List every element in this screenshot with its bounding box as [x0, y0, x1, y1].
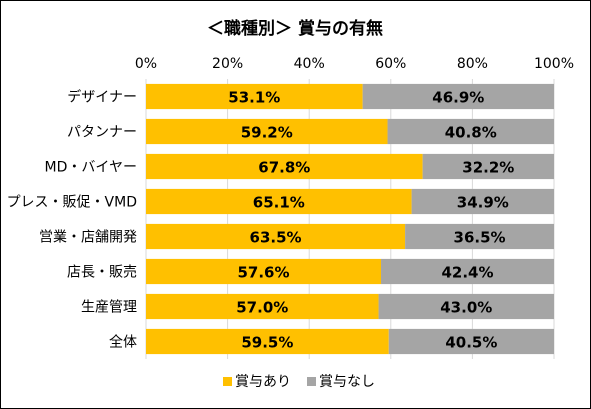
data-label: 43.0%	[440, 299, 492, 317]
bar-segment	[405, 223, 554, 250]
legend-swatch	[307, 377, 316, 386]
bar-segment	[146, 258, 382, 285]
data-label: 46.9%	[432, 89, 484, 107]
legend-label: 賞与なし	[319, 374, 375, 390]
data-label: 40.8%	[445, 124, 497, 142]
bar-segment	[387, 118, 554, 145]
data-label: 42.4%	[441, 264, 493, 282]
category-label: プレス・販促・VMD	[7, 195, 137, 211]
data-label: 40.5%	[445, 334, 497, 352]
x-tick-label: 60%	[375, 56, 406, 72]
x-tick-labels: 0% 20% 40% 60% 80% 100%	[135, 56, 574, 72]
data-label: 63.5%	[250, 229, 302, 247]
bar-segment	[146, 153, 423, 180]
category-label: デザイナー	[67, 89, 137, 106]
data-label: 34.9%	[457, 194, 509, 212]
bar-segment	[381, 258, 554, 285]
bar-segment	[146, 83, 363, 110]
bar-segment	[146, 118, 388, 145]
category-label: 店長・販売	[67, 265, 137, 281]
legend-swatch	[223, 377, 232, 386]
data-label: 32.2%	[462, 159, 514, 177]
bar-segment	[411, 188, 554, 215]
x-tick-label: 0%	[135, 56, 157, 72]
bars	[146, 83, 554, 355]
x-tick-label: 20%	[212, 56, 243, 72]
bar-segment	[362, 83, 554, 110]
category-label: 全体	[109, 334, 137, 351]
data-label: 57.6%	[237, 264, 289, 282]
category-label: パタンナー	[67, 125, 137, 141]
legend-label: 賞与あり	[235, 374, 291, 390]
category-label: MD・バイヤー	[45, 160, 137, 176]
bar-segment	[146, 293, 379, 320]
data-label: 67.8%	[258, 159, 310, 177]
x-tick-label: 80%	[457, 56, 488, 72]
legend: 賞与あり 賞与なし	[223, 374, 375, 390]
bar-segment	[378, 293, 554, 320]
bar-segment	[146, 188, 412, 215]
x-tick-label: 100%	[534, 56, 574, 72]
bar-segment	[422, 153, 554, 180]
bar-segment	[146, 223, 406, 250]
data-label: 59.5%	[241, 334, 293, 352]
data-label: 65.1%	[253, 194, 305, 212]
bar-segment	[146, 328, 389, 355]
x-tick-label: 40%	[294, 56, 325, 72]
data-label: 36.5%	[454, 229, 506, 247]
category-label: 営業・店舗開発	[39, 230, 137, 246]
data-label: 53.1%	[228, 89, 280, 107]
data-labels: 53.1% 46.9% 59.2% 40.8% 67.8% 32.2% 65.1% 34.9%…	[228, 89, 514, 352]
chart-title: ＜職種別＞ 賞与の有無	[207, 18, 383, 39]
data-label: 59.2%	[241, 124, 293, 142]
category-label: 生産管理	[81, 300, 137, 316]
data-label: 57.0%	[236, 299, 288, 317]
bar-segment	[388, 328, 554, 355]
